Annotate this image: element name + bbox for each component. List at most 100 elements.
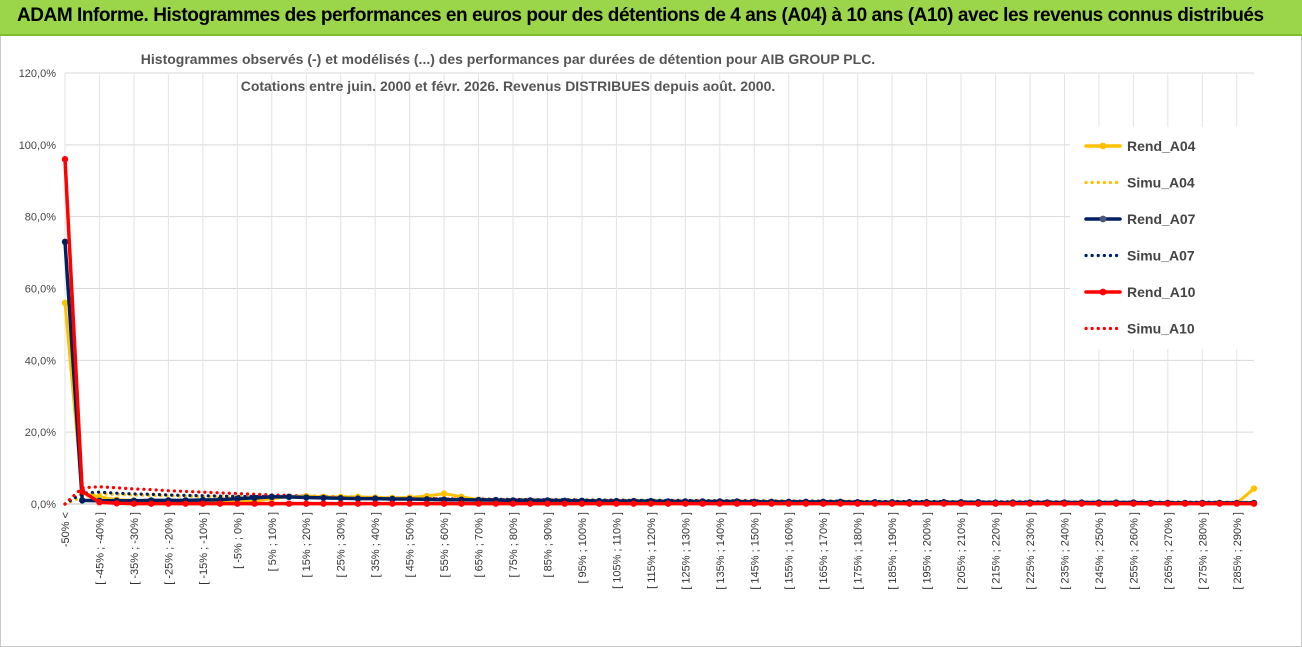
data-point-rend-a10 (251, 500, 258, 507)
data-point-rend-a10 (320, 500, 327, 507)
data-point-rend-a10 (423, 500, 431, 507)
x-tick-label: [ 195% ; 200% ] (922, 512, 934, 590)
data-point-rend-a10 (682, 500, 689, 507)
data-point-rend-a10 (716, 500, 724, 507)
data-point-rend-a10 (1199, 500, 1206, 507)
chart-title-line2: Cotations entre juin. 2000 et févr. 2026… (241, 78, 776, 94)
x-tick-label: -50% < (60, 512, 72, 547)
data-point-rend-a10 (595, 500, 603, 507)
legend-label: Simu_A07 (1127, 248, 1195, 264)
data-point-rend-a10 (389, 500, 396, 507)
x-tick-label: [ 45% ; 50% ] (405, 512, 417, 577)
data-point-rend-a10 (1164, 500, 1172, 507)
x-tick-label: [ 165% ; 170% ] (818, 512, 830, 590)
data-point-rend-a07 (268, 493, 275, 501)
data-point-rend-a10 (1026, 500, 1034, 507)
x-tick-label: [ 105% ; 110% ] (611, 512, 623, 589)
data-point-rend-a10 (802, 500, 810, 507)
data-point-rend-a10 (906, 500, 913, 507)
data-point-rend-a10 (957, 500, 965, 507)
x-tick-label: [ 15% ; 20% ] (301, 512, 313, 577)
x-tick-label: [ 285% ; 290% ] (1232, 512, 1244, 590)
legend-box (1070, 127, 1256, 349)
data-point-rend-a07 (285, 493, 293, 501)
x-tick-label: [ 125% ; 130% ] (680, 512, 692, 590)
x-tick-label: [ 185% ; 190% ] (887, 512, 899, 590)
data-point-rend-a10 (337, 500, 344, 507)
x-tick-label: [ 135% ; 140% ] (715, 512, 727, 590)
data-point-rend-a10 (406, 500, 413, 507)
data-point-rend-a10 (1233, 500, 1240, 507)
legend-marker (1099, 215, 1107, 223)
legend-label: Simu_A04 (1127, 175, 1195, 191)
x-tick-label: [ 205% ; 210% ] (956, 512, 968, 590)
data-point-rend-a10 (268, 500, 275, 507)
y-tick-label: 120,0% (19, 68, 57, 80)
x-tick-label: [ 145% ; 150% ] (749, 512, 761, 590)
data-point-rend-a10 (165, 500, 172, 507)
data-point-rend-a10 (216, 500, 224, 507)
data-point-rend-a10 (923, 500, 930, 507)
x-tick-label: [ 25% ; 30% ] (336, 512, 348, 577)
data-point-rend-a10 (1044, 500, 1051, 507)
data-point-rend-a10 (1181, 500, 1189, 507)
x-tick-label: [ -5% ; 0% ] (232, 512, 244, 569)
data-point-rend-a10 (837, 500, 844, 507)
x-tick-label: [ 55% ; 60% ] (439, 512, 451, 577)
data-point-rend-a07 (234, 495, 241, 502)
data-point-rend-a10 (285, 500, 293, 507)
data-point-rend-a10 (940, 500, 948, 507)
x-tick-label: [ 215% ; 220% ] (991, 512, 1003, 590)
data-point-rend-a07 (371, 495, 379, 502)
x-tick-label: [ -45% ; -40% ] (94, 512, 106, 585)
data-point-rend-a10 (992, 500, 999, 507)
y-tick-label: 0,0% (31, 499, 56, 511)
y-tick-label: 40,0% (25, 355, 56, 367)
x-tick-label: [ -25% ; -20% ] (163, 512, 175, 585)
y-tick-label: 20,0% (25, 427, 56, 439)
data-point-rend-a04 (440, 490, 448, 497)
data-point-rend-a10 (182, 500, 189, 507)
data-point-rend-a04 (61, 299, 69, 307)
x-tick-label: [ 5% ; 10% ] (267, 512, 279, 571)
data-point-rend-a10 (199, 500, 207, 507)
x-tick-label: [ 265% ; 270% ] (1163, 512, 1175, 590)
legend-marker (1099, 142, 1107, 150)
x-tick-label: [ 175% ; 180% ] (853, 512, 865, 590)
data-point-rend-a04 (1250, 485, 1258, 492)
data-point-rend-a10 (888, 500, 896, 507)
legend-label: Simu_A10 (1127, 321, 1195, 337)
data-point-rend-a10 (1061, 500, 1068, 507)
x-tick-label: [ 275% ; 280% ] (1197, 512, 1209, 590)
data-point-rend-a10 (768, 500, 775, 507)
x-tick-label: [ 65% ; 70% ] (474, 512, 486, 577)
data-point-rend-a10 (871, 500, 879, 507)
data-point-rend-a10 (147, 500, 155, 507)
x-tick-label: [ -35% ; -30% ] (129, 512, 141, 585)
data-point-rend-a10 (458, 500, 465, 507)
data-point-rend-a10 (733, 500, 741, 507)
data-point-rend-a07 (406, 495, 413, 503)
data-point-rend-a10 (1147, 500, 1154, 507)
y-tick-label: 100,0% (19, 140, 57, 152)
data-point-rend-a10 (1009, 500, 1016, 507)
x-tick-label: [ 245% ; 250% ] (1094, 512, 1106, 590)
data-point-rend-a10 (820, 500, 827, 507)
data-point-rend-a10 (630, 500, 637, 507)
x-tick-label: [ 115% ; 120% ] (646, 512, 658, 589)
data-point-rend-a10 (113, 500, 120, 507)
data-point-rend-a10 (303, 500, 310, 507)
data-point-rend-a10 (527, 500, 534, 507)
data-point-rend-a10 (475, 500, 482, 507)
data-point-rend-a10 (544, 500, 551, 507)
data-point-rend-a10 (492, 500, 499, 507)
x-tick-label: [ 225% ; 230% ] (1025, 512, 1037, 590)
data-point-rend-a10 (647, 500, 655, 507)
data-point-rend-a10 (699, 500, 706, 507)
data-point-rend-a10 (1112, 500, 1120, 507)
data-point-rend-a10 (440, 500, 448, 507)
legend-marker (1099, 288, 1107, 296)
x-axis: -50% < [ -45% ; -40% ] [ -35% ; -30% ] [ -2… (60, 503, 1254, 590)
data-point-rend-a10 (1250, 500, 1258, 507)
